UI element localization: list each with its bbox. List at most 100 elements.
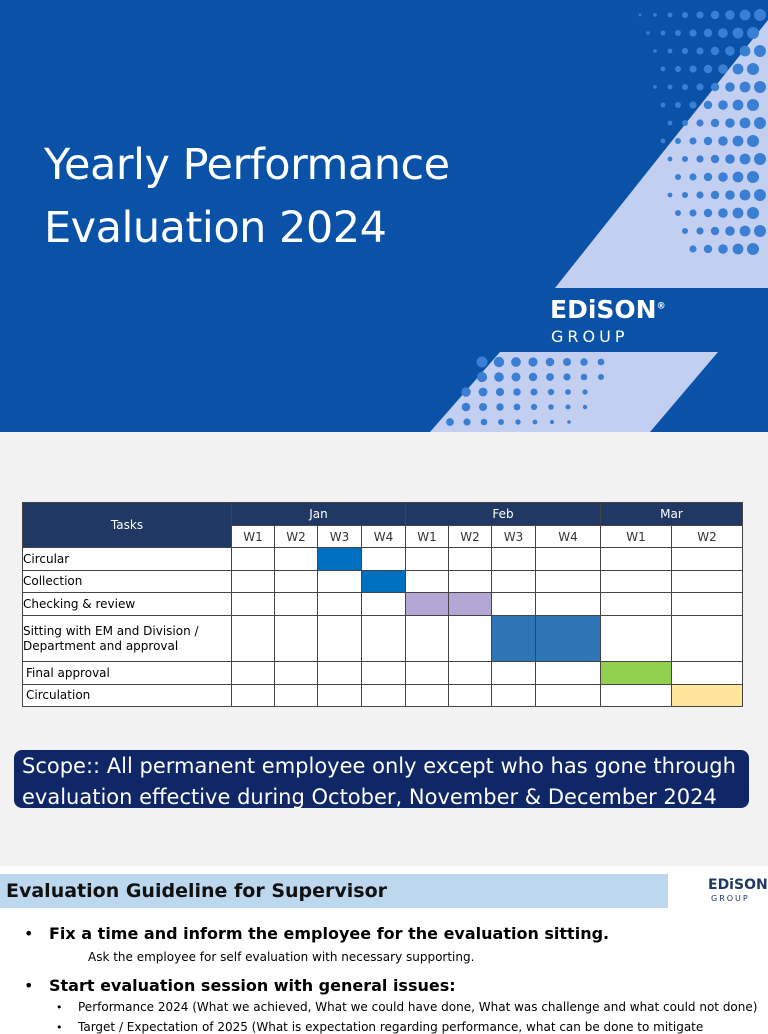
bullet-dot: • (24, 924, 34, 943)
decor-dot (667, 12, 673, 18)
timeline-cell (274, 570, 318, 593)
bullet-text: Start evaluation session with general is… (49, 976, 456, 995)
decor-dot (710, 46, 720, 56)
bullet-dot: • (24, 976, 34, 995)
month-header: Feb (405, 502, 601, 526)
timeline-cell (231, 547, 275, 571)
week-header: W1 (231, 525, 275, 548)
decor-dot (495, 387, 505, 397)
decor-dot (739, 117, 751, 129)
timeline-cell (671, 570, 743, 593)
bullet-text: Fix a time and inform the employee for t… (49, 924, 610, 943)
timeline-bar (405, 592, 449, 616)
decor-dot (703, 136, 713, 146)
timeline-cell (231, 592, 275, 616)
decor-dot (754, 81, 766, 93)
decor-dot (703, 208, 713, 218)
decor-dot (732, 243, 744, 255)
decor-dot (660, 138, 666, 144)
decor-dot (739, 225, 751, 237)
month-header: Jan (231, 502, 406, 526)
decor-dot (597, 358, 605, 366)
decor-dot (479, 403, 487, 411)
decor-dot (710, 226, 720, 236)
decor-dot (754, 45, 766, 57)
sub-text: Target / Expectation of 2025 (What is ex… (78, 1020, 704, 1034)
decor-dot (725, 190, 735, 200)
decor-dot (703, 244, 713, 254)
week-header: W4 (535, 525, 601, 548)
decor-dot (754, 225, 766, 237)
timeline-cell (317, 661, 362, 685)
sub-text: Ask the employee for self evaluation wit… (88, 950, 475, 964)
task-cell: Checking & review (22, 592, 232, 616)
decor-dot (710, 10, 720, 20)
timeline-cell (405, 547, 449, 571)
decor-dot (696, 119, 704, 127)
timeline-bar (600, 661, 672, 685)
decor-dot (480, 418, 488, 426)
decor-dot (646, 31, 650, 35)
decor-dot (689, 137, 697, 145)
timeline-cell (491, 592, 536, 616)
week-header: W3 (491, 525, 536, 548)
decor-dot (513, 403, 521, 411)
decor-dot (747, 99, 759, 111)
timeline-cell (405, 684, 449, 707)
decor-dot (696, 155, 704, 163)
decor-dot (732, 171, 744, 183)
decor-dot (667, 120, 673, 126)
decor-dot (725, 82, 735, 92)
timeline-cell (231, 615, 275, 662)
decor-dot (732, 99, 744, 111)
decor-dot (582, 389, 588, 395)
decor-dot (689, 173, 697, 181)
decor-dot (546, 373, 554, 381)
decor-dot (675, 66, 681, 72)
decor-dot (696, 11, 704, 19)
decor-dot (696, 191, 704, 199)
decor-dot (580, 358, 588, 366)
decor-dot (725, 154, 735, 164)
decor-dot (549, 419, 555, 425)
decor-dot (528, 357, 538, 367)
scope-box: Scope:: All permanent employee only exce… (14, 750, 749, 809)
decor-dot (511, 357, 521, 367)
decor-dot (732, 135, 744, 147)
decor-dot (689, 29, 697, 37)
decor-dot (493, 356, 505, 368)
decor-dot (463, 418, 471, 426)
timeline-cell (405, 615, 449, 662)
decor-dot (563, 373, 571, 381)
timeline-cell (491, 661, 536, 685)
decor-dot (682, 12, 688, 18)
week-header: W2 (274, 525, 318, 548)
decor-dot (660, 66, 666, 72)
decor-dot (725, 226, 735, 236)
timeline-cell (491, 684, 536, 707)
decor-dot (511, 372, 521, 382)
decor-dot (689, 101, 697, 109)
decor-dot (718, 244, 728, 254)
week-header: W1 (405, 525, 449, 548)
timeline-cell (274, 547, 318, 571)
title-line: Yearly Performance (44, 140, 450, 190)
timeline-cell (274, 661, 318, 685)
timeline-cell (231, 684, 275, 707)
task-cell: Circulation (22, 684, 232, 707)
decor-dot (710, 82, 720, 92)
decor-dot (530, 388, 538, 396)
decor-dot (718, 136, 728, 146)
decor-dot (682, 84, 688, 90)
decor-dot (598, 374, 604, 380)
timeline-cell (448, 570, 492, 593)
decor-dot (725, 118, 735, 128)
decor-dot (461, 387, 471, 397)
timeline-cell (671, 661, 743, 685)
decor-dot (675, 210, 681, 216)
decor-dot (548, 404, 554, 410)
decor-dot (476, 356, 488, 368)
decor-shape (430, 352, 718, 432)
timeline-cell (535, 661, 601, 685)
timeline-cell (317, 592, 362, 616)
